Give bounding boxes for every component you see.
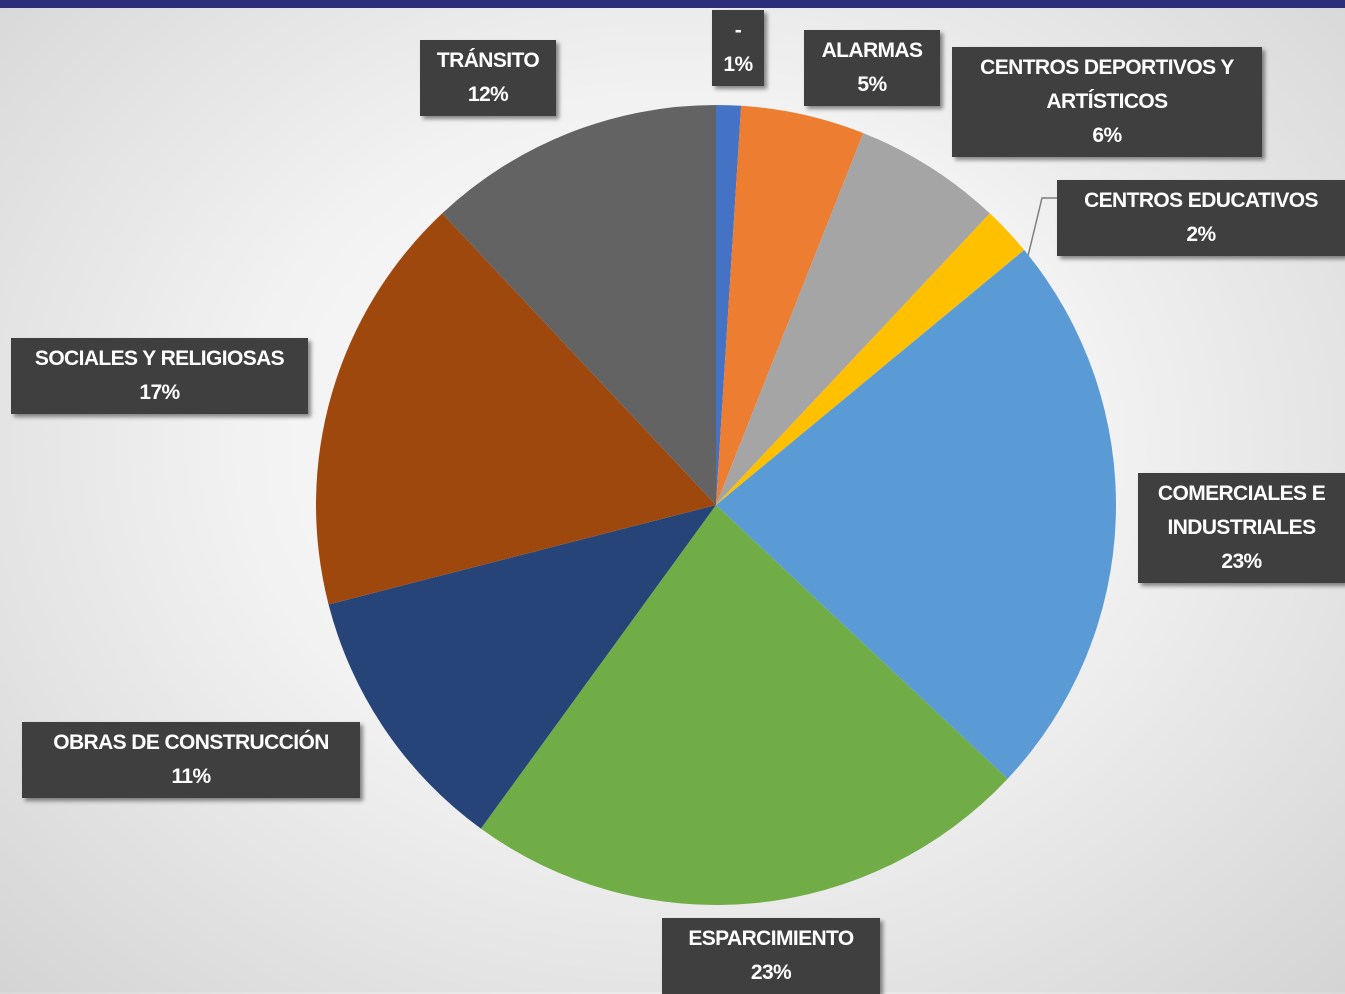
category-label: -	[734, 19, 742, 42]
data-label: TRÁNSITO 12%	[420, 40, 556, 116]
category-label: CENTROS EDUCATIVOS	[1084, 189, 1318, 212]
data-label: COMERCIALES E INDUSTRIALES 23%	[1138, 473, 1345, 583]
pie-slice	[716, 213, 1025, 506]
pie-slice	[316, 213, 716, 605]
category-label: COMERCIALES E INDUSTRIALES	[1157, 482, 1326, 539]
data-label: OBRAS DE CONSTRUCCIÓN 11%	[22, 722, 360, 798]
data-label: ALARMAS 5%	[804, 30, 940, 106]
value-label: 12%	[467, 83, 509, 106]
value-label: 23%	[1221, 550, 1262, 573]
pie-slice	[716, 250, 1117, 779]
pie-slice	[442, 105, 716, 505]
pie-slice	[716, 105, 864, 505]
data-label: - 1%	[712, 10, 764, 86]
category-label: CENTROS DEPORTIVOS Y ARTÍSTICOS	[980, 56, 1234, 113]
data-label: ESPARCIMIENTO 23%	[662, 918, 880, 994]
value-label: 2%	[1186, 223, 1216, 246]
leader-line	[1027, 197, 1057, 257]
value-label: 6%	[1092, 124, 1122, 147]
data-label: CENTROS EDUCATIVOS 2%	[1057, 180, 1345, 256]
pie-slice	[328, 505, 716, 829]
value-label: 1%	[723, 53, 753, 76]
category-label: TRÁNSITO	[436, 49, 540, 72]
data-label: CENTROS DEPORTIVOS Y ARTÍSTICOS 6%	[952, 47, 1262, 157]
value-label: 11%	[171, 765, 211, 788]
category-label: SOCIALES Y RELIGIOSAS	[34, 347, 285, 370]
value-label: 17%	[139, 381, 180, 404]
data-label: SOCIALES Y RELIGIOSAS 17%	[11, 338, 308, 414]
pie-slice	[716, 133, 990, 505]
value-label: 5%	[857, 73, 887, 96]
category-label: OBRAS DE CONSTRUCCIÓN	[53, 731, 329, 754]
category-label: ALARMAS	[821, 39, 923, 62]
pie-slice	[480, 505, 1008, 905]
category-label: ESPARCIMIENTO	[688, 927, 854, 950]
value-label: 23%	[750, 961, 792, 984]
top-bar	[0, 0, 1345, 8]
pie-slice	[716, 105, 742, 505]
